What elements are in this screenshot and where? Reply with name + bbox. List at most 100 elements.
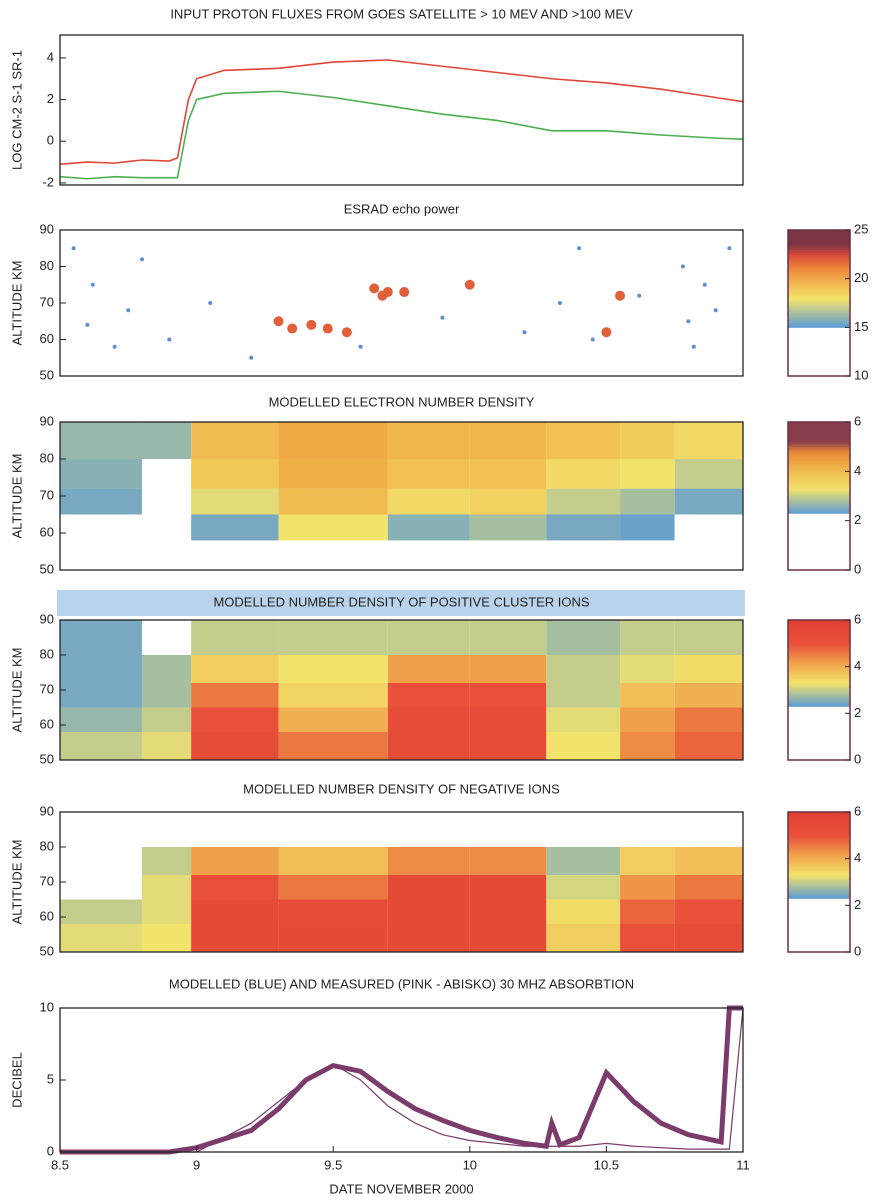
heatmap-cell <box>620 707 675 732</box>
colorbar <box>788 812 850 953</box>
y-tick-label: -2 <box>42 174 54 189</box>
heatmap-cell <box>469 875 547 900</box>
colorbar-cell <box>788 461 850 465</box>
heatmap-cell <box>674 459 743 489</box>
heatmap-cell <box>60 899 142 924</box>
colorbar-cell <box>788 620 850 623</box>
echo-point <box>126 308 131 313</box>
echo-point <box>440 315 445 320</box>
colorbar <box>788 620 850 761</box>
echo-point <box>167 337 172 342</box>
colorbar-cell <box>788 854 850 857</box>
colorbar-cell <box>788 545 850 549</box>
y-tick-label: 90 <box>40 611 54 626</box>
colorbar-cell <box>788 317 850 321</box>
y-tick-label: 0 <box>47 1143 54 1158</box>
echo-point <box>557 301 562 305</box>
y-tick-label: 60 <box>40 908 54 923</box>
heatmap-cell <box>546 683 621 708</box>
colorbar-cell <box>788 893 850 897</box>
heatmap-cell <box>141 655 192 683</box>
heatmap-cell <box>469 620 547 655</box>
heatmap-cell <box>469 732 547 760</box>
colorbar-cell <box>788 239 850 243</box>
plot-area <box>60 812 743 952</box>
colorbar-cell <box>788 945 850 948</box>
plot-area <box>60 620 743 760</box>
colorbar-cell <box>788 711 850 714</box>
colorbar-cell <box>788 673 850 677</box>
heatmap-cell <box>191 683 279 708</box>
heatmap-cell <box>546 514 621 541</box>
colorbar-cell <box>788 449 850 453</box>
heatmap-cell <box>546 899 621 924</box>
heatmap-cell <box>141 540 192 570</box>
colorbar-cell <box>788 842 850 846</box>
x-tick-label: 10.5 <box>594 1157 619 1172</box>
colorbar-cell <box>788 446 850 450</box>
colorbar-cell <box>788 422 850 425</box>
plot-frame <box>59 34 744 186</box>
colorbar-cell <box>788 624 850 628</box>
colorbar-cell <box>788 875 850 878</box>
heatmap-cell <box>141 924 192 952</box>
colorbar-cell <box>788 312 850 316</box>
echo-point <box>358 344 363 349</box>
colorbar-cell <box>788 276 850 280</box>
colorbar-tick-label: 2 <box>854 705 861 720</box>
colorbar-cell <box>788 525 850 529</box>
colorbar-cell <box>788 431 850 435</box>
colorbar-cell <box>788 295 850 299</box>
heatmap-cell <box>278 540 388 570</box>
colorbar-cell <box>788 424 850 428</box>
echo-point <box>522 330 527 335</box>
colorbar-cell <box>788 249 850 253</box>
colorbar-cell <box>788 354 850 358</box>
colorbar-cell <box>788 725 850 728</box>
y-axis-label: DECIBEL <box>9 1052 24 1108</box>
colorbar-cell <box>788 905 850 909</box>
heatmap-cell <box>469 899 547 924</box>
colorbar-cell <box>788 938 850 941</box>
colorbar-cell <box>788 481 850 485</box>
colorbar-cell <box>788 346 850 350</box>
colorbar-cell <box>788 268 850 272</box>
heatmap-cell <box>620 540 675 570</box>
colorbar-frame <box>787 619 851 761</box>
colorbar-cell <box>788 753 850 756</box>
colorbar-cell <box>788 741 850 745</box>
colorbar-cell <box>788 622 850 626</box>
heatmap-cell <box>191 732 279 760</box>
y-tick-label: 50 <box>40 561 54 576</box>
heatmap-cell <box>620 732 675 760</box>
colorbar-cell <box>788 537 850 541</box>
y-axis-label: ALTITUDE KM <box>9 840 24 925</box>
heatmap-cell <box>674 707 743 732</box>
colorbar-cell <box>788 748 850 752</box>
heatmap-cell <box>191 459 279 489</box>
colorbar-cell <box>788 685 850 689</box>
heatmap-cell <box>60 422 142 459</box>
colorbar-cell <box>788 535 850 539</box>
heatmap-cell <box>191 620 279 655</box>
colorbar-cell <box>788 503 850 507</box>
heatmap-cell <box>620 924 675 952</box>
x-axis-label: DATE NOVEMBER 2000 <box>329 1181 473 1196</box>
colorbar-cell <box>788 715 850 719</box>
y-tick-label: 70 <box>40 681 54 696</box>
echo-point <box>90 282 95 287</box>
plot-frame <box>59 229 744 377</box>
heatmap-cell <box>620 899 675 924</box>
colorbar-cell <box>788 713 850 717</box>
heatmap-cell <box>278 459 388 489</box>
colorbar-cell <box>788 872 850 876</box>
echo-point <box>464 279 475 290</box>
y-tick-label: 80 <box>40 646 54 661</box>
colorbar-cell <box>788 290 850 294</box>
colorbar-cell <box>788 732 850 735</box>
colorbar-cell <box>788 486 850 490</box>
colorbar-cell <box>788 755 850 759</box>
colorbar-cell <box>788 366 850 370</box>
colorbar-cell <box>788 349 850 353</box>
panel-title: MODELLED ELECTRON NUMBER DENSITY <box>269 394 535 409</box>
